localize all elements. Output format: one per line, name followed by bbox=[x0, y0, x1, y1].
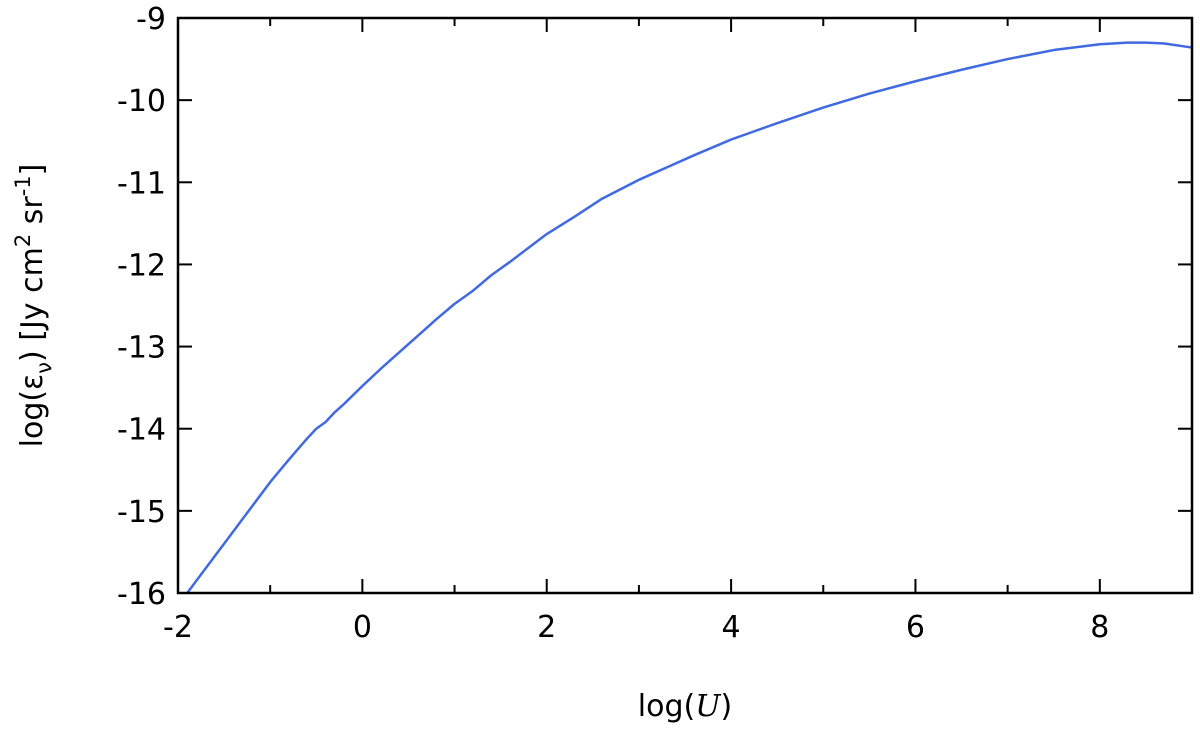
series-line-0 bbox=[185, 41, 1194, 595]
y-axis-label-end: ] bbox=[15, 164, 50, 176]
tick-labels-layer: -2 0 2 4 6 8 -16 -15 -14 -13 -12 -11 -10 -9 bbox=[117, 2, 1109, 645]
ticks-layer bbox=[177, 17, 1193, 594]
y-axis-label-subscript: ν bbox=[32, 362, 56, 374]
y-axis-label-sup1: 2 bbox=[11, 234, 35, 247]
y-tick-label: -16 bbox=[117, 577, 166, 612]
y-tick-label: -12 bbox=[117, 248, 166, 283]
y-axis-label-mid: sr bbox=[15, 196, 50, 234]
x-axis-label: log(U) bbox=[638, 689, 732, 724]
y-axis-label-main: log(ε bbox=[15, 374, 50, 448]
x-axis-label-prefix: log( bbox=[638, 689, 695, 724]
y-tick-label: -10 bbox=[117, 84, 166, 119]
y-axis-label: log(εν) [Jy cm2 sr-1] bbox=[11, 164, 56, 448]
x-axis-label-suffix: ) bbox=[721, 689, 733, 724]
x-tick-label: 0 bbox=[353, 610, 372, 645]
x-tick-label: -2 bbox=[163, 610, 193, 645]
y-tick-label: -11 bbox=[117, 166, 166, 201]
x-tick-label: 2 bbox=[537, 610, 556, 645]
plot-frame bbox=[176, 16, 1194, 595]
x-tick-label: 4 bbox=[722, 610, 741, 645]
x-axis-label-variable: U bbox=[695, 689, 722, 724]
y-axis-label-units: ) [Jy cm bbox=[15, 247, 50, 362]
series-layer bbox=[185, 41, 1194, 595]
y-axis-label-sup2: -1 bbox=[11, 175, 35, 196]
y-tick-label: -15 bbox=[117, 495, 166, 530]
y-tick-label: -14 bbox=[117, 413, 166, 448]
y-tick-label: -13 bbox=[117, 331, 166, 366]
y-tick-label: -9 bbox=[136, 2, 166, 37]
x-tick-label: 8 bbox=[1090, 610, 1109, 645]
x-tick-label: 6 bbox=[906, 610, 925, 645]
